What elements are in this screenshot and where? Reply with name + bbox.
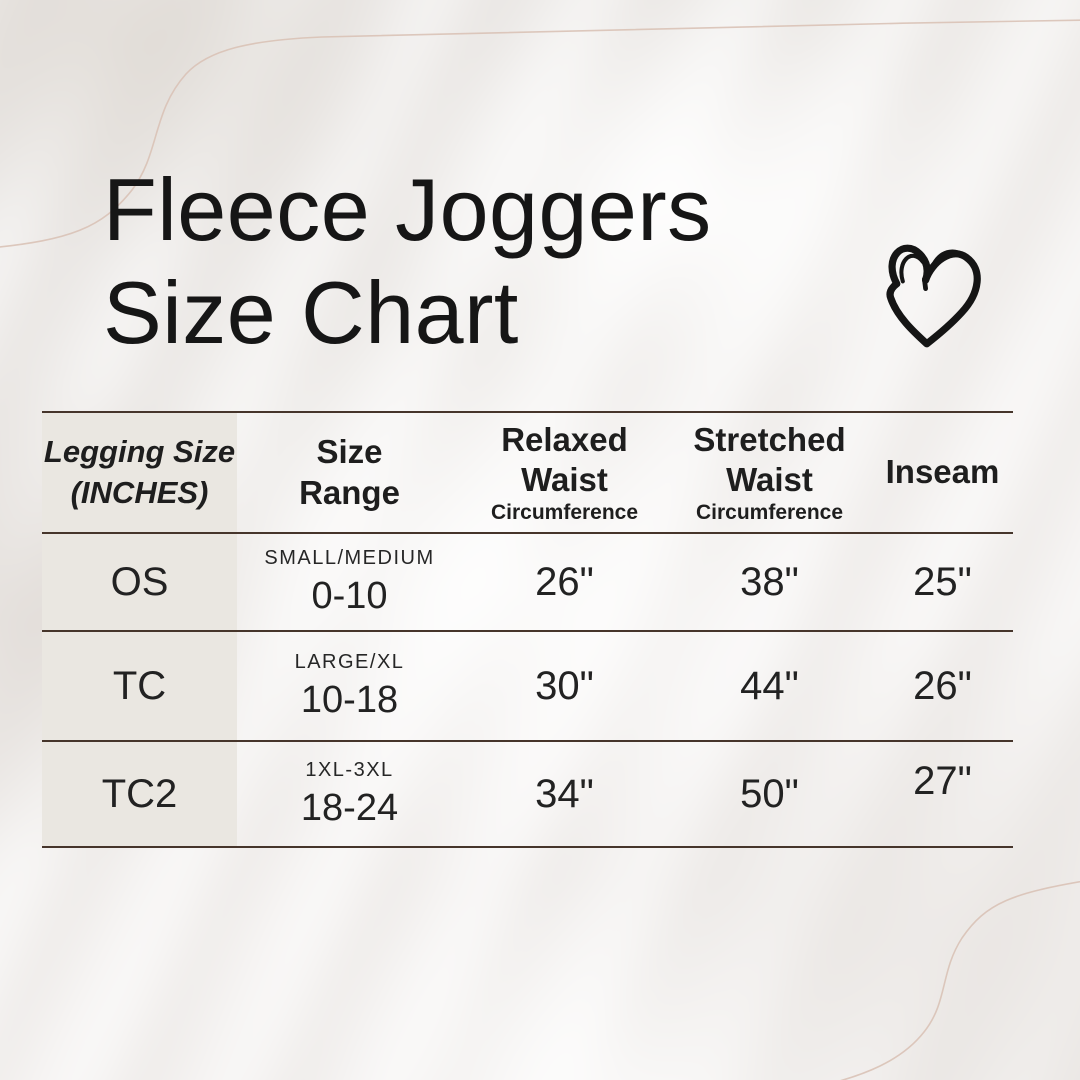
relaxed-waist-value: 34" [535, 771, 594, 816]
stretched-waist-cell: 38" [667, 534, 872, 630]
inseam-value: 26" [913, 663, 972, 708]
heart-icon [886, 244, 981, 348]
table-row: OS SMALL/MEDIUM 0-10 26" 38" 25" [42, 534, 1013, 632]
legging-size-cell: TC [42, 632, 237, 740]
table-row: TC LARGE/XL 10-18 30" 44" 26" [42, 632, 1013, 742]
size-chart-table: Legging Size (INCHES) Size Range Relaxed… [42, 411, 1013, 848]
legging-size-value: TC [112, 663, 167, 708]
stretched-waist-value: 44" [740, 663, 799, 708]
legging-size-value: OS [110, 559, 169, 604]
header-label: Size [316, 433, 383, 471]
size-range-label: 1XL-3XL [305, 758, 394, 781]
header-label2: Waist [521, 460, 608, 498]
size-range-label: SMALL/MEDIUM [264, 546, 435, 569]
header-subtext: Circumference [490, 501, 639, 525]
header-legging-size: Legging Size (INCHES) [42, 413, 237, 532]
relaxed-waist-cell: 34" [462, 742, 667, 846]
legging-size-cell: TC2 [42, 742, 237, 846]
stretched-waist-cell: 44" [667, 632, 872, 740]
size-range-cell: 1XL-3XL 18-24 [237, 742, 462, 846]
inseam-cell: 26" [872, 632, 1013, 740]
size-range-value: 10-18 [300, 678, 399, 721]
header-label2: (INCHES) [70, 474, 209, 510]
relaxed-waist-value: 30" [535, 663, 594, 708]
size-range-value: 18-24 [300, 786, 399, 829]
size-range-cell: LARGE/XL 10-18 [237, 632, 462, 740]
inseam-value: 25" [913, 559, 972, 604]
inseam-value: 27" [913, 758, 972, 803]
header-label: Relaxed [501, 420, 628, 458]
title-line2: Size Chart [103, 263, 519, 362]
page-title: Fleece Joggers Size Chart [103, 158, 712, 364]
inseam-cell: 27" [872, 742, 1013, 846]
relaxed-waist-value: 26" [535, 559, 594, 604]
size-range-label: LARGE/XL [294, 650, 405, 673]
header-label2: Range [299, 473, 400, 511]
title-line1: Fleece Joggers [103, 160, 712, 259]
stretched-waist-cell: 50" [667, 742, 872, 846]
size-range-cell: SMALL/MEDIUM 0-10 [237, 534, 462, 630]
header-label2: Waist [726, 460, 813, 498]
header-inseam: Inseam [872, 413, 1013, 532]
legging-size-value: TC2 [101, 771, 178, 816]
header-label: Legging Size [43, 433, 236, 469]
header-stretched-waist: Stretched Waist Circumference [667, 413, 872, 532]
table-row: TC2 1XL-3XL 18-24 34" 50" 27" [42, 742, 1013, 848]
stretched-waist-value: 50" [740, 771, 799, 816]
header-relaxed-waist: Relaxed Waist Circumference [462, 413, 667, 532]
stretched-waist-value: 38" [740, 559, 799, 604]
header-label: Stretched [693, 420, 846, 458]
table-header-row: Legging Size (INCHES) Size Range Relaxed… [42, 413, 1013, 534]
relaxed-waist-cell: 30" [462, 632, 667, 740]
relaxed-waist-cell: 26" [462, 534, 667, 630]
inseam-cell: 25" [872, 534, 1013, 630]
size-range-value: 0-10 [311, 574, 388, 617]
header-size-range: Size Range [237, 413, 462, 532]
header-label: Inseam [885, 453, 1000, 491]
legging-size-cell: OS [42, 534, 237, 630]
header-subtext: Circumference [695, 501, 844, 525]
